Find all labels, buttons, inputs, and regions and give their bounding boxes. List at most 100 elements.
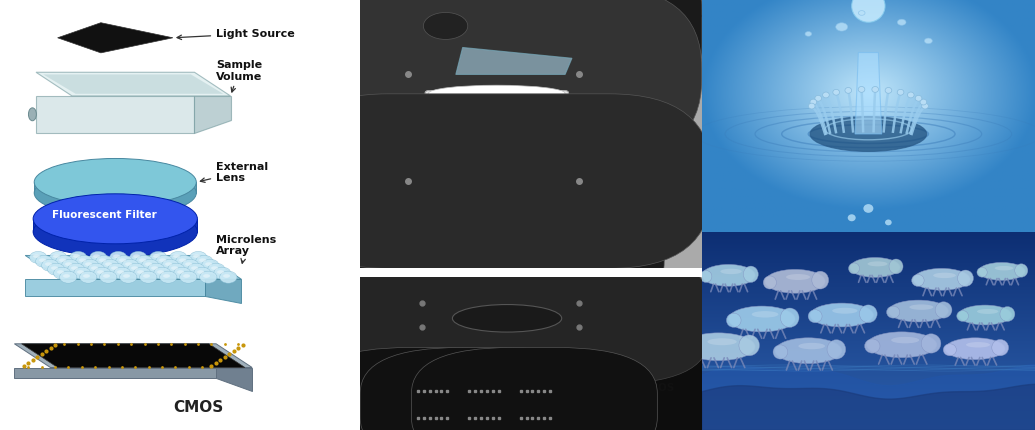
Polygon shape	[360, 277, 377, 430]
Ellipse shape	[33, 194, 198, 244]
FancyBboxPatch shape	[504, 0, 728, 349]
Ellipse shape	[924, 39, 933, 45]
Ellipse shape	[93, 255, 100, 258]
FancyBboxPatch shape	[308, 0, 702, 126]
FancyBboxPatch shape	[425, 92, 568, 177]
Polygon shape	[14, 344, 253, 368]
FancyBboxPatch shape	[514, 0, 723, 349]
Ellipse shape	[428, 86, 565, 102]
Ellipse shape	[845, 88, 852, 94]
Ellipse shape	[977, 268, 987, 277]
Text: External
Lens: External Lens	[201, 161, 268, 183]
Polygon shape	[855, 53, 882, 135]
Ellipse shape	[50, 252, 67, 264]
FancyBboxPatch shape	[274, 0, 499, 349]
Ellipse shape	[153, 255, 160, 258]
Ellipse shape	[168, 264, 185, 276]
Ellipse shape	[88, 264, 105, 276]
Ellipse shape	[153, 267, 171, 280]
Ellipse shape	[73, 255, 80, 258]
Ellipse shape	[848, 215, 856, 222]
Polygon shape	[205, 280, 241, 303]
Ellipse shape	[891, 337, 919, 344]
Polygon shape	[22, 344, 245, 368]
Ellipse shape	[122, 260, 139, 272]
Ellipse shape	[943, 344, 956, 356]
Ellipse shape	[858, 12, 865, 16]
FancyBboxPatch shape	[308, 347, 555, 430]
Ellipse shape	[912, 275, 924, 287]
Polygon shape	[216, 368, 253, 391]
Ellipse shape	[134, 267, 151, 280]
Ellipse shape	[945, 338, 1005, 360]
FancyBboxPatch shape	[285, 95, 712, 269]
Ellipse shape	[936, 302, 952, 318]
Ellipse shape	[148, 264, 165, 276]
Ellipse shape	[852, 0, 885, 23]
Ellipse shape	[129, 252, 147, 264]
Polygon shape	[25, 256, 241, 280]
Ellipse shape	[33, 207, 198, 257]
Ellipse shape	[99, 259, 106, 262]
Ellipse shape	[888, 301, 948, 322]
Ellipse shape	[120, 271, 137, 283]
Ellipse shape	[82, 260, 99, 272]
Ellipse shape	[887, 307, 899, 318]
Ellipse shape	[34, 159, 197, 206]
Ellipse shape	[835, 24, 848, 32]
Ellipse shape	[200, 271, 217, 283]
Ellipse shape	[780, 308, 799, 328]
Text: Microlens
Array: Microlens Array	[216, 234, 276, 264]
Ellipse shape	[707, 338, 737, 345]
Ellipse shape	[155, 256, 173, 268]
Ellipse shape	[34, 170, 197, 217]
FancyBboxPatch shape	[258, 0, 804, 349]
FancyBboxPatch shape	[411, 347, 657, 430]
Ellipse shape	[145, 263, 152, 266]
Ellipse shape	[913, 269, 970, 291]
Ellipse shape	[151, 267, 158, 270]
Ellipse shape	[885, 220, 892, 226]
Ellipse shape	[41, 260, 59, 272]
Ellipse shape	[39, 259, 46, 262]
Ellipse shape	[682, 333, 756, 361]
Ellipse shape	[775, 338, 841, 364]
Ellipse shape	[773, 345, 788, 359]
Ellipse shape	[202, 260, 219, 272]
Ellipse shape	[104, 274, 110, 278]
Ellipse shape	[217, 270, 224, 274]
Ellipse shape	[805, 33, 811, 37]
Ellipse shape	[159, 271, 177, 283]
FancyBboxPatch shape	[285, 302, 709, 430]
Ellipse shape	[871, 87, 879, 93]
Ellipse shape	[866, 332, 937, 358]
Text: CMOS: CMOS	[501, 382, 675, 398]
Ellipse shape	[833, 90, 839, 96]
Ellipse shape	[213, 267, 231, 280]
Polygon shape	[195, 97, 231, 133]
Ellipse shape	[131, 267, 138, 270]
Ellipse shape	[28, 109, 36, 121]
Ellipse shape	[137, 270, 144, 274]
Ellipse shape	[114, 267, 130, 280]
Ellipse shape	[171, 267, 178, 270]
Ellipse shape	[810, 117, 926, 152]
Ellipse shape	[743, 267, 759, 283]
Ellipse shape	[889, 259, 903, 274]
Ellipse shape	[1000, 307, 1015, 322]
Ellipse shape	[111, 267, 118, 270]
FancyBboxPatch shape	[504, 231, 728, 430]
Ellipse shape	[57, 270, 64, 274]
Ellipse shape	[815, 96, 822, 102]
Ellipse shape	[173, 255, 180, 258]
Text: Light Source: Light Source	[449, 11, 714, 28]
Ellipse shape	[867, 262, 888, 267]
FancyBboxPatch shape	[305, 255, 709, 384]
Ellipse shape	[920, 100, 926, 106]
FancyBboxPatch shape	[360, 347, 607, 430]
Ellipse shape	[123, 274, 130, 278]
Ellipse shape	[897, 90, 904, 96]
FancyBboxPatch shape	[286, 231, 495, 430]
Ellipse shape	[62, 260, 79, 272]
Ellipse shape	[798, 343, 825, 350]
